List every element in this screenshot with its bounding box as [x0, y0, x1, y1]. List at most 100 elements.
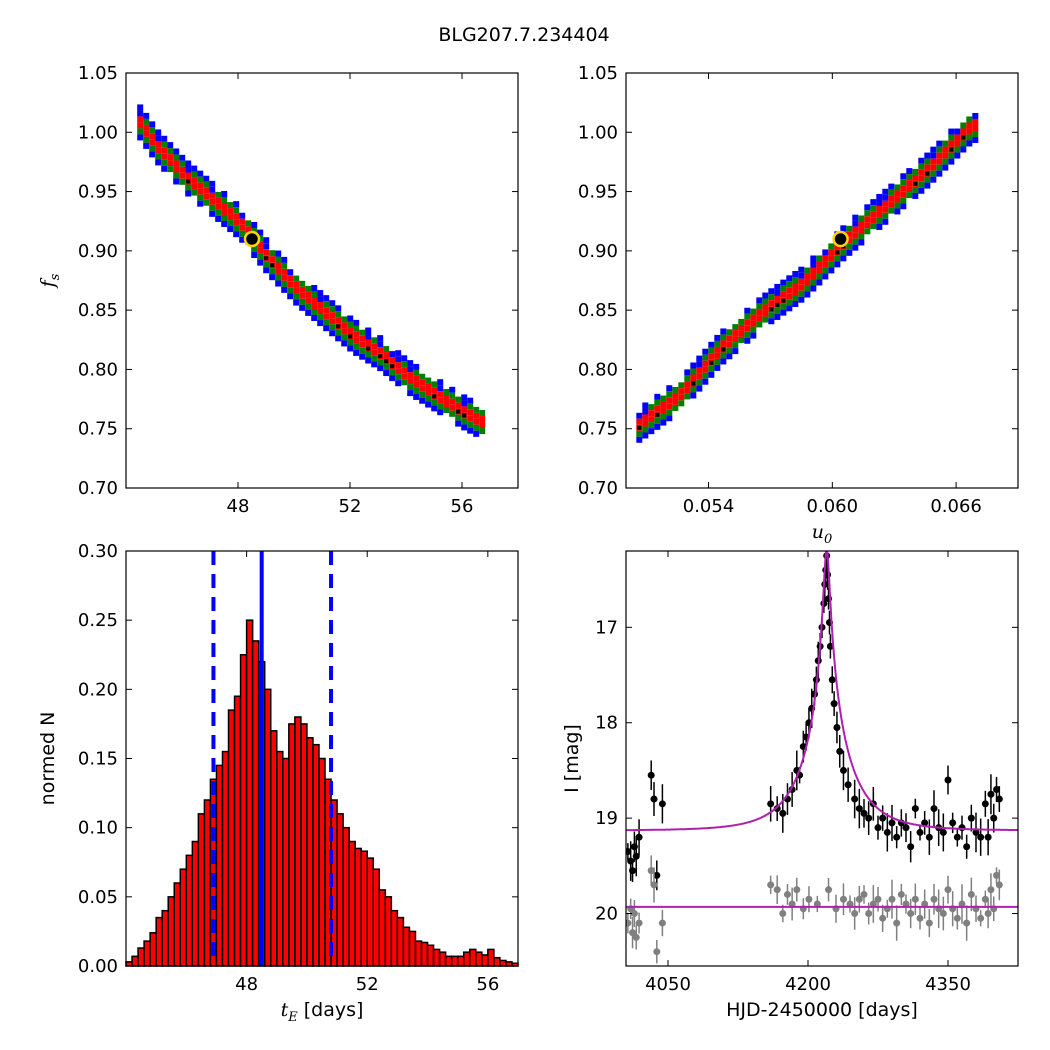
heatmap-cell [936, 158, 943, 165]
heatmap-cell [155, 141, 162, 148]
data-point [967, 814, 975, 822]
heatmap-cell [365, 351, 372, 358]
heatmap-cell [197, 176, 204, 183]
data-point [911, 805, 919, 813]
heatmap-cell [317, 308, 324, 315]
heatmap-cell [876, 199, 883, 206]
histogram-bar [414, 940, 423, 967]
heatmap-cell [191, 165, 198, 172]
heatmap-cell [425, 401, 432, 408]
heatmap-cell [185, 190, 192, 197]
heatmap-cell [774, 283, 781, 290]
heatmap-cell [708, 353, 715, 360]
heatmap-cell [858, 239, 865, 246]
heatmap-cell [684, 375, 691, 382]
heatmap-cell [149, 127, 156, 134]
residuals-point [874, 895, 882, 903]
heatmap-cell [684, 387, 691, 394]
heatmap-cell [804, 267, 811, 274]
residuals-point [630, 910, 638, 918]
heatmap-cell [858, 227, 865, 234]
heatmap-cell [371, 343, 378, 350]
heatmap-cell [221, 196, 228, 203]
heatmap-cell [852, 238, 859, 245]
heatmap-cell [810, 267, 817, 274]
heatmap-cell [449, 386, 456, 393]
heatmap-cell [149, 151, 156, 158]
heatmap-cell [275, 250, 282, 257]
heatmap-cell [882, 206, 889, 213]
heatmap-cell [443, 406, 450, 413]
heatmap-cell [233, 225, 240, 232]
heatmap-cell [389, 351, 396, 358]
heatmap-cell [323, 301, 330, 308]
heatmap-cell [185, 160, 192, 167]
heatmap-cell [738, 336, 745, 343]
heatmap-cell [191, 189, 198, 196]
heatmap-cell [359, 329, 366, 336]
residuals-point [860, 890, 868, 898]
heatmap-panel-top-right: 0.054 0.060 0.066 0.70 0.75 0.80 0.85 0.90 0.95 1… [578, 63, 1019, 547]
data-point [972, 828, 980, 836]
heatmap-cell [203, 193, 210, 200]
heatmap-cell [912, 174, 919, 181]
heatmap-cell [888, 189, 895, 196]
heatmap-cell [882, 188, 889, 195]
heatmap-cell [720, 358, 727, 365]
x-tick-label: 0.066 [930, 496, 982, 517]
heatmap-cell [323, 325, 330, 332]
heatmap-cell [287, 275, 294, 282]
heatmap-cell [413, 369, 420, 376]
heatmap-cell [269, 256, 276, 263]
heatmap-cell [936, 140, 943, 147]
y-tick-label: 1.00 [78, 122, 118, 143]
heatmap-cell [900, 203, 907, 210]
heatmap-cell [708, 365, 715, 372]
heatmap-cell [714, 340, 721, 347]
heatmap-cell-peak [186, 179, 191, 184]
histogram-bar [402, 926, 411, 967]
heatmap-cell [756, 315, 763, 322]
heatmap-cell [479, 416, 486, 423]
x-axis-label: u0 [812, 521, 833, 547]
heatmap-cell [233, 219, 240, 226]
heatmap-cell [726, 353, 733, 360]
heatmap-cell [816, 255, 823, 262]
heatmap-cell [798, 278, 805, 285]
heatmap-cell [185, 172, 192, 179]
heatmap-cell [714, 346, 721, 353]
heatmap-cell [864, 204, 871, 211]
heatmap-cell [293, 275, 300, 282]
heatmap-cell [377, 347, 384, 354]
heatmap-cell [798, 290, 805, 297]
heatmap-cell [347, 327, 354, 334]
heatmap-cell [714, 334, 721, 341]
heatmap-cell [155, 135, 162, 142]
heatmap-cell [654, 393, 661, 400]
heatmap-cell [654, 417, 661, 424]
heatmap-cell [371, 361, 378, 368]
heatmap-cell [419, 385, 426, 392]
heatmap-cell [293, 299, 300, 306]
heatmap-cell [912, 186, 919, 193]
heatmap-cell [924, 176, 931, 183]
residuals-point [984, 910, 992, 918]
y-tick-label: 0.30 [78, 541, 118, 562]
heatmap-cell [792, 277, 799, 284]
heatmap-cell [383, 370, 390, 377]
heatmap-cell [948, 152, 955, 159]
heatmap-cell [215, 215, 222, 222]
heatmap-cell [317, 296, 324, 303]
heatmap-cell [918, 187, 925, 194]
heatmap-cell [245, 220, 252, 227]
heatmap-cell [155, 129, 162, 136]
heatmap-cell [840, 255, 847, 262]
heatmap-cell [383, 346, 390, 353]
histogram-bar [384, 896, 393, 967]
heatmap-cell [816, 261, 823, 268]
heatmap-cell [642, 408, 649, 415]
heatmap-cell [371, 349, 378, 356]
heatmap-cell [696, 367, 703, 374]
histogram-bar [481, 954, 489, 967]
heatmap-cell-peak [655, 412, 660, 417]
